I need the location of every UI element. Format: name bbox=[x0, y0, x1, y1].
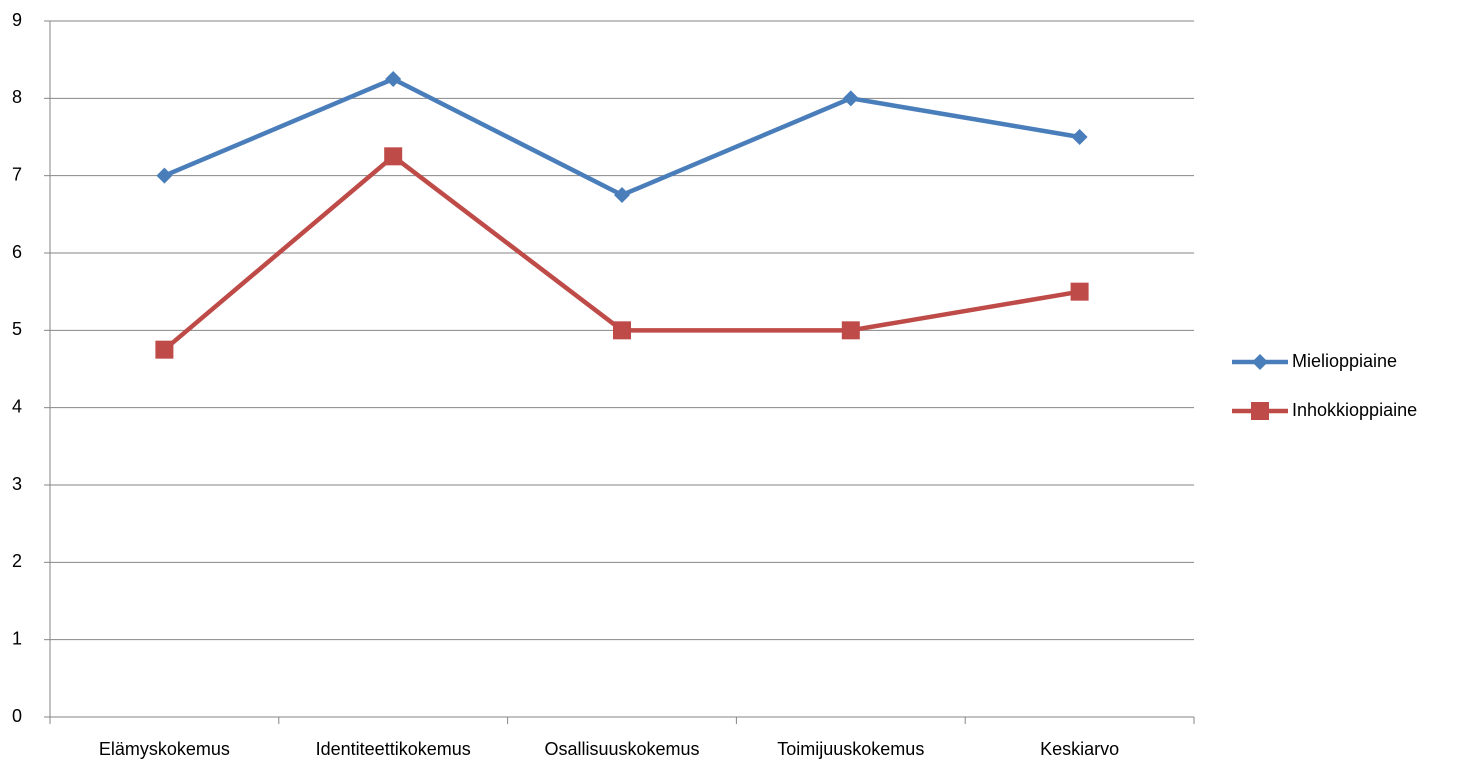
data-point bbox=[613, 321, 631, 340]
y-tick-label: 4 bbox=[12, 396, 22, 416]
y-tick-label: 3 bbox=[12, 474, 22, 494]
data-point bbox=[841, 321, 860, 340]
data-point bbox=[384, 147, 403, 166]
legend-label: Inhokkioppiaine bbox=[1292, 400, 1417, 420]
data-point bbox=[385, 71, 402, 87]
data-point bbox=[156, 167, 173, 184]
x-tick-label: Osallisuuskokemus bbox=[544, 739, 699, 759]
data-point bbox=[1070, 282, 1089, 301]
x-tick-label: Toimijuuskokemus bbox=[777, 739, 924, 759]
data-point bbox=[1071, 129, 1088, 145]
y-tick-label: 8 bbox=[12, 87, 22, 107]
data-point bbox=[614, 187, 630, 203]
y-tick-label: 5 bbox=[12, 319, 22, 339]
legend-marker bbox=[1251, 402, 1269, 420]
x-tick-label: Keskiarvo bbox=[1040, 739, 1119, 759]
series-line bbox=[163, 76, 1080, 198]
y-tick-label: 7 bbox=[12, 164, 22, 184]
legend-label: Mielioppiaine bbox=[1292, 351, 1397, 371]
data-point bbox=[842, 90, 859, 107]
data-point bbox=[155, 340, 174, 359]
x-tick-label: Elämyskokemus bbox=[99, 739, 230, 759]
y-tick-label: 6 bbox=[12, 242, 22, 262]
x-tick-label: Identiteettikokemus bbox=[316, 739, 471, 759]
y-tick-label: 0 bbox=[12, 706, 22, 726]
y-tick-label: 1 bbox=[12, 628, 22, 648]
y-tick-label: 2 bbox=[12, 551, 22, 571]
legend-marker bbox=[1252, 354, 1268, 370]
y-tick-label: 9 bbox=[12, 10, 22, 30]
